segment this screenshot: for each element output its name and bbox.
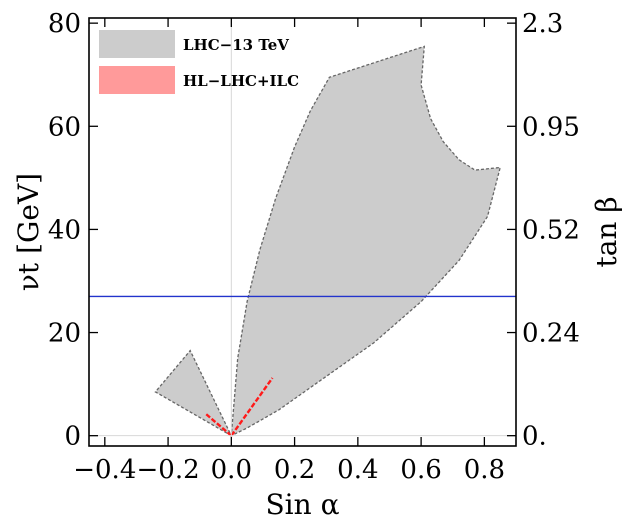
y-axis-title: νt [GeV] xyxy=(12,173,45,291)
y2-tick-label: 0.95 xyxy=(522,112,580,142)
x-tick-label: −0.4 xyxy=(73,455,136,485)
line-layer xyxy=(89,18,516,446)
legend-swatch-hl-lhc-ilc xyxy=(99,66,175,94)
tick-layer xyxy=(89,18,516,446)
x-tick-label: 0.4 xyxy=(337,455,378,485)
y2-axis-title: tan β xyxy=(590,196,623,267)
y2-tick-label: 0. xyxy=(522,422,547,452)
x-tick-label: 0.2 xyxy=(274,455,315,485)
y-tick-label: 20 xyxy=(48,319,81,349)
legend-label-hl-lhc-ilc: HL−LHC+ILC xyxy=(183,72,299,90)
legend: LHC−13 TeV HL−LHC+ILC xyxy=(99,30,299,94)
legend-label-lhc: LHC−13 TeV xyxy=(183,36,289,54)
hl-lhc-ilc-band-0 xyxy=(205,413,233,437)
y-tick-label: 40 xyxy=(48,215,81,245)
x-tick-label: 0.8 xyxy=(464,455,505,485)
y2-tick-label: 0.52 xyxy=(522,215,580,245)
x-tick-label: 0.6 xyxy=(400,455,441,485)
hl-lhc-ilc-band-1 xyxy=(230,377,274,437)
tick-label-layer: −0.4 −0.2 0.0 0.2 0.4 0.6 0.8 0 20 40 60 80 0. 0.24 0.… xyxy=(48,9,580,485)
x-tick-label: 0.0 xyxy=(211,455,252,485)
band-layer xyxy=(205,377,274,437)
x-tick-label: −0.2 xyxy=(137,455,200,485)
y-tick-label: 80 xyxy=(48,9,81,39)
y-tick-label: 0 xyxy=(64,422,81,452)
y2-tick-label: 0.24 xyxy=(522,319,580,349)
plot-frame xyxy=(88,17,517,447)
legend-swatch-lhc xyxy=(99,30,175,58)
lhc-13tev-region xyxy=(154,45,502,439)
region-layer xyxy=(154,45,502,439)
y-tick-label: 60 xyxy=(48,112,81,142)
y2-tick-label: 2.3 xyxy=(522,9,563,39)
x-axis-title: Sin α xyxy=(266,488,340,521)
